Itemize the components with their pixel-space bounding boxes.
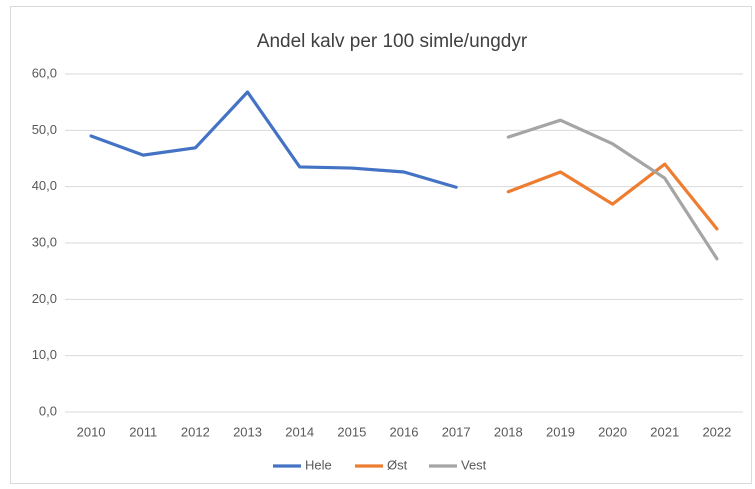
x-tick-label: 2011 [129,424,157,439]
legend-label: Hele [305,457,332,472]
x-tick-label: 2012 [181,424,210,439]
x-tick-label: 2015 [337,424,366,439]
series-line [89,90,458,189]
chart-title: Andel kalv per 100 simle/ungdyr [257,31,528,52]
y-tick-label: 0,0 [39,403,57,418]
chart-border [10,6,752,484]
x-tick-label: 2016 [390,424,419,439]
x-tick-label: 2021 [650,424,679,439]
x-tick-label: 2013 [233,424,262,439]
y-tick-label: 30,0 [32,234,57,249]
legend-label: Vest [461,457,487,472]
y-tick-label: 50,0 [32,122,57,137]
x-tick-label: 2020 [598,424,627,439]
series-line [506,118,719,261]
x-tick-label: 2017 [442,424,471,439]
y-tick-label: 40,0 [32,178,57,193]
x-tick-label: 2010 [77,424,106,439]
x-tick-label: 2014 [285,424,314,439]
y-tick-label: 10,0 [32,347,57,362]
legend-label: Øst [387,457,408,472]
y-tick-label: 60,0 [32,65,57,80]
x-tick-label: 2022 [702,424,731,439]
x-tick-label: 2018 [494,424,523,439]
y-tick-label: 20,0 [32,291,57,306]
x-tick-label: 2019 [546,424,575,439]
series-line [506,162,719,231]
